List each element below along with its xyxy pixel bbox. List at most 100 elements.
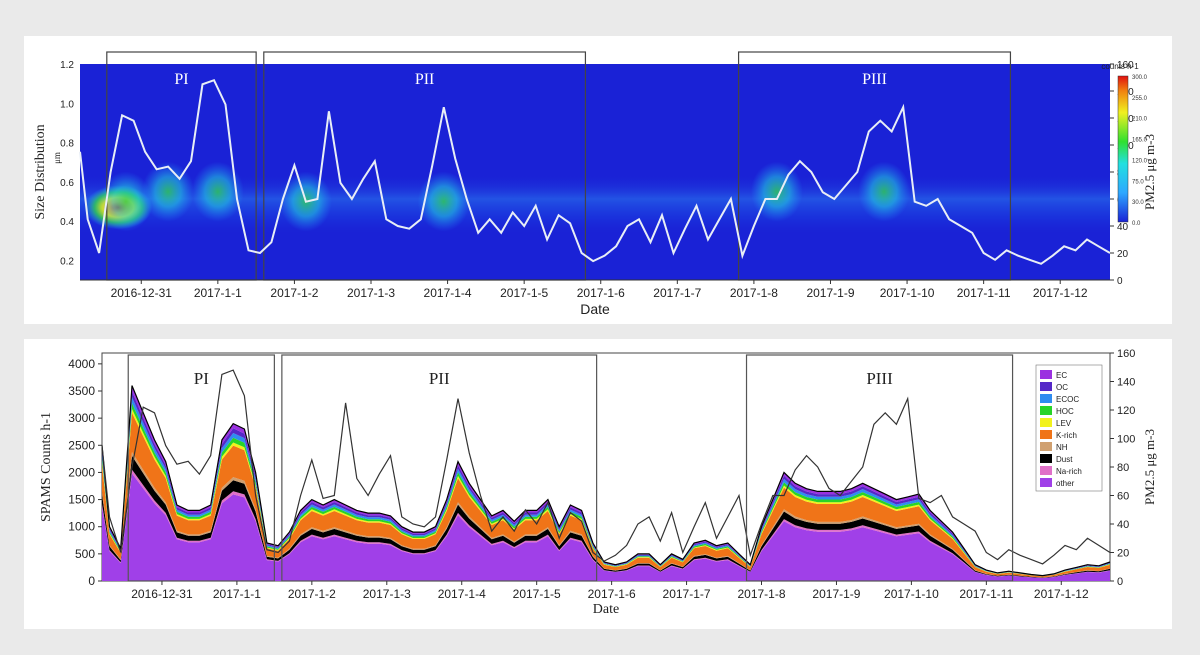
- x-tick-label: 2017-1-8: [737, 587, 785, 601]
- period-box: [745, 354, 1014, 582]
- colorbar-tick-label: 30.0: [1132, 200, 1144, 206]
- legend-swatch: [1040, 478, 1052, 487]
- legend-label: Na-rich: [1056, 467, 1082, 476]
- y-tick-label-right: 40: [1117, 519, 1129, 531]
- pm25-line: [101, 369, 1111, 565]
- colorbar-tick-label: 75.0: [1132, 179, 1144, 185]
- y-tick-label-left: 0.2: [60, 256, 74, 267]
- heatmap-hotspot: [99, 171, 152, 232]
- colorbar-title: counts h-1: [1101, 62, 1139, 71]
- x-tick-label: 2017-1-10: [880, 286, 935, 300]
- y-tick-label-right: 0: [1117, 576, 1123, 588]
- colorbar-tick-label: 165.0: [1132, 138, 1148, 144]
- y-tick-label-left: 3000: [68, 411, 95, 425]
- y-tick-label-left: 1000: [68, 520, 95, 534]
- x-tick-label: 2016-12-31: [131, 587, 193, 601]
- period-label: PII: [415, 71, 435, 88]
- y-axis-label-left: Size Distribution: [33, 124, 48, 219]
- period-label: PI: [194, 369, 209, 388]
- colorbar-tick-label: 210.0: [1132, 117, 1148, 123]
- y-tick-label-right: 140: [1117, 377, 1135, 389]
- colorbar-tick-label: 120.0: [1132, 158, 1148, 164]
- total-outline: [101, 385, 1111, 577]
- y-tick-label-right: 40: [1117, 222, 1129, 233]
- x-tick-label: 2017-1-1: [194, 286, 242, 300]
- x-tick-label: 2017-1-3: [363, 587, 411, 601]
- legend-swatch: [1040, 442, 1052, 451]
- legend-label: EC: [1056, 371, 1067, 380]
- y-tick-label-left: 1.0: [60, 99, 74, 110]
- x-tick-label: 2017-1-9: [812, 587, 860, 601]
- x-tick-label: 2017-1-7: [653, 286, 701, 300]
- legend-label: Dust: [1056, 455, 1073, 464]
- x-tick-label: 2017-1-4: [438, 587, 486, 601]
- y-tick-label-right: 20: [1117, 548, 1129, 560]
- legend-label: HOC: [1056, 407, 1074, 416]
- y-axis-unit-left: μm: [52, 152, 62, 164]
- period-label: PIII: [862, 71, 887, 88]
- x-axis-label: Date: [593, 602, 619, 617]
- legend-swatch: [1040, 454, 1052, 463]
- period-label: PIII: [866, 369, 893, 388]
- y-axis-label-left: SPAMS Counts h-1: [39, 412, 54, 522]
- x-axis-label: Date: [580, 301, 610, 317]
- x-tick-label: 2017-1-2: [270, 286, 318, 300]
- x-tick-label: 2017-1-7: [663, 587, 711, 601]
- x-tick-label: 2017-1-6: [577, 286, 625, 300]
- colorbar-gradient: [1117, 75, 1129, 223]
- legend-label: OC: [1056, 383, 1068, 392]
- y-tick-label-right: 80: [1117, 462, 1129, 474]
- y-axis-label-right: PM2.5 μg m-3: [1142, 134, 1157, 210]
- pm25-line: [79, 78, 1111, 265]
- heatmap-hotspot: [142, 161, 195, 222]
- period-box: [281, 354, 598, 582]
- legend-swatch: [1040, 466, 1052, 475]
- y-tick-label-right: 0: [1117, 276, 1123, 287]
- colorbar-tick-label: 0.0: [1132, 221, 1141, 227]
- y-tick-label-left: 2500: [68, 438, 95, 452]
- x-tick-label: 2017-1-6: [588, 587, 636, 601]
- y-tick-label-left: 0.4: [60, 217, 74, 228]
- spams-stacked-area-chart: PI PII PIII 4000 3500 3000 2500 2000 1500 1000 50…: [39, 348, 1157, 617]
- y-tick-label-left: 0.6: [60, 178, 74, 189]
- legend-swatch: [1040, 394, 1052, 403]
- x-tick-label: 2017-1-12: [1033, 286, 1088, 300]
- area-other: [102, 473, 1110, 581]
- x-tick-label: 2017-1-5: [513, 587, 561, 601]
- y-tick-label-left: 500: [75, 547, 95, 561]
- heatmap-hotspot: [750, 161, 803, 222]
- legend-label: LEV: [1056, 419, 1072, 428]
- legend-label: other: [1056, 479, 1075, 488]
- x-tick-label: 2017-1-5: [500, 286, 548, 300]
- x-tick-label: 2017-1-8: [730, 286, 778, 300]
- y-tick-label-left: 2000: [68, 465, 95, 479]
- heatmap-hotspot: [858, 161, 911, 222]
- legend-swatch: [1040, 370, 1052, 379]
- y-tick-label-left: 1.2: [60, 60, 74, 71]
- legend-label: ECOC: [1056, 395, 1079, 404]
- x-tick-label: 2017-1-11: [959, 587, 1013, 601]
- heatmap-hotspot: [191, 161, 244, 222]
- y-tick-label-left: 3500: [68, 384, 95, 398]
- x-tick-label: 2017-1-10: [884, 587, 939, 601]
- y-tick-label-right: 60: [1117, 491, 1129, 503]
- y-tick-label-right: 160: [1117, 60, 1134, 71]
- period-label: PII: [429, 369, 450, 388]
- colorbar: counts h-1 300.0 255.0 210.0 165.0 120.0 75.0 3…: [1101, 62, 1147, 227]
- period-label: PI: [174, 71, 188, 88]
- y-axis-label-right: PM2.5 μg m-3: [1142, 429, 1157, 505]
- colorbar-tick-label: 255.0: [1132, 96, 1148, 102]
- heatmap-hotspot: [417, 171, 470, 232]
- x-tick-label: 2017-1-3: [347, 286, 395, 300]
- colorbar-tick-label: 300.0: [1132, 75, 1148, 81]
- x-tick-label: 2017-1-2: [288, 587, 336, 601]
- x-tick-label: 2017-1-4: [424, 286, 472, 300]
- y-tick-label-left: 1500: [68, 493, 95, 507]
- y-tick-label-left: 4000: [68, 357, 95, 371]
- period-box: [127, 354, 275, 582]
- legend-swatch: [1040, 382, 1052, 391]
- legend-swatch: [1040, 406, 1052, 415]
